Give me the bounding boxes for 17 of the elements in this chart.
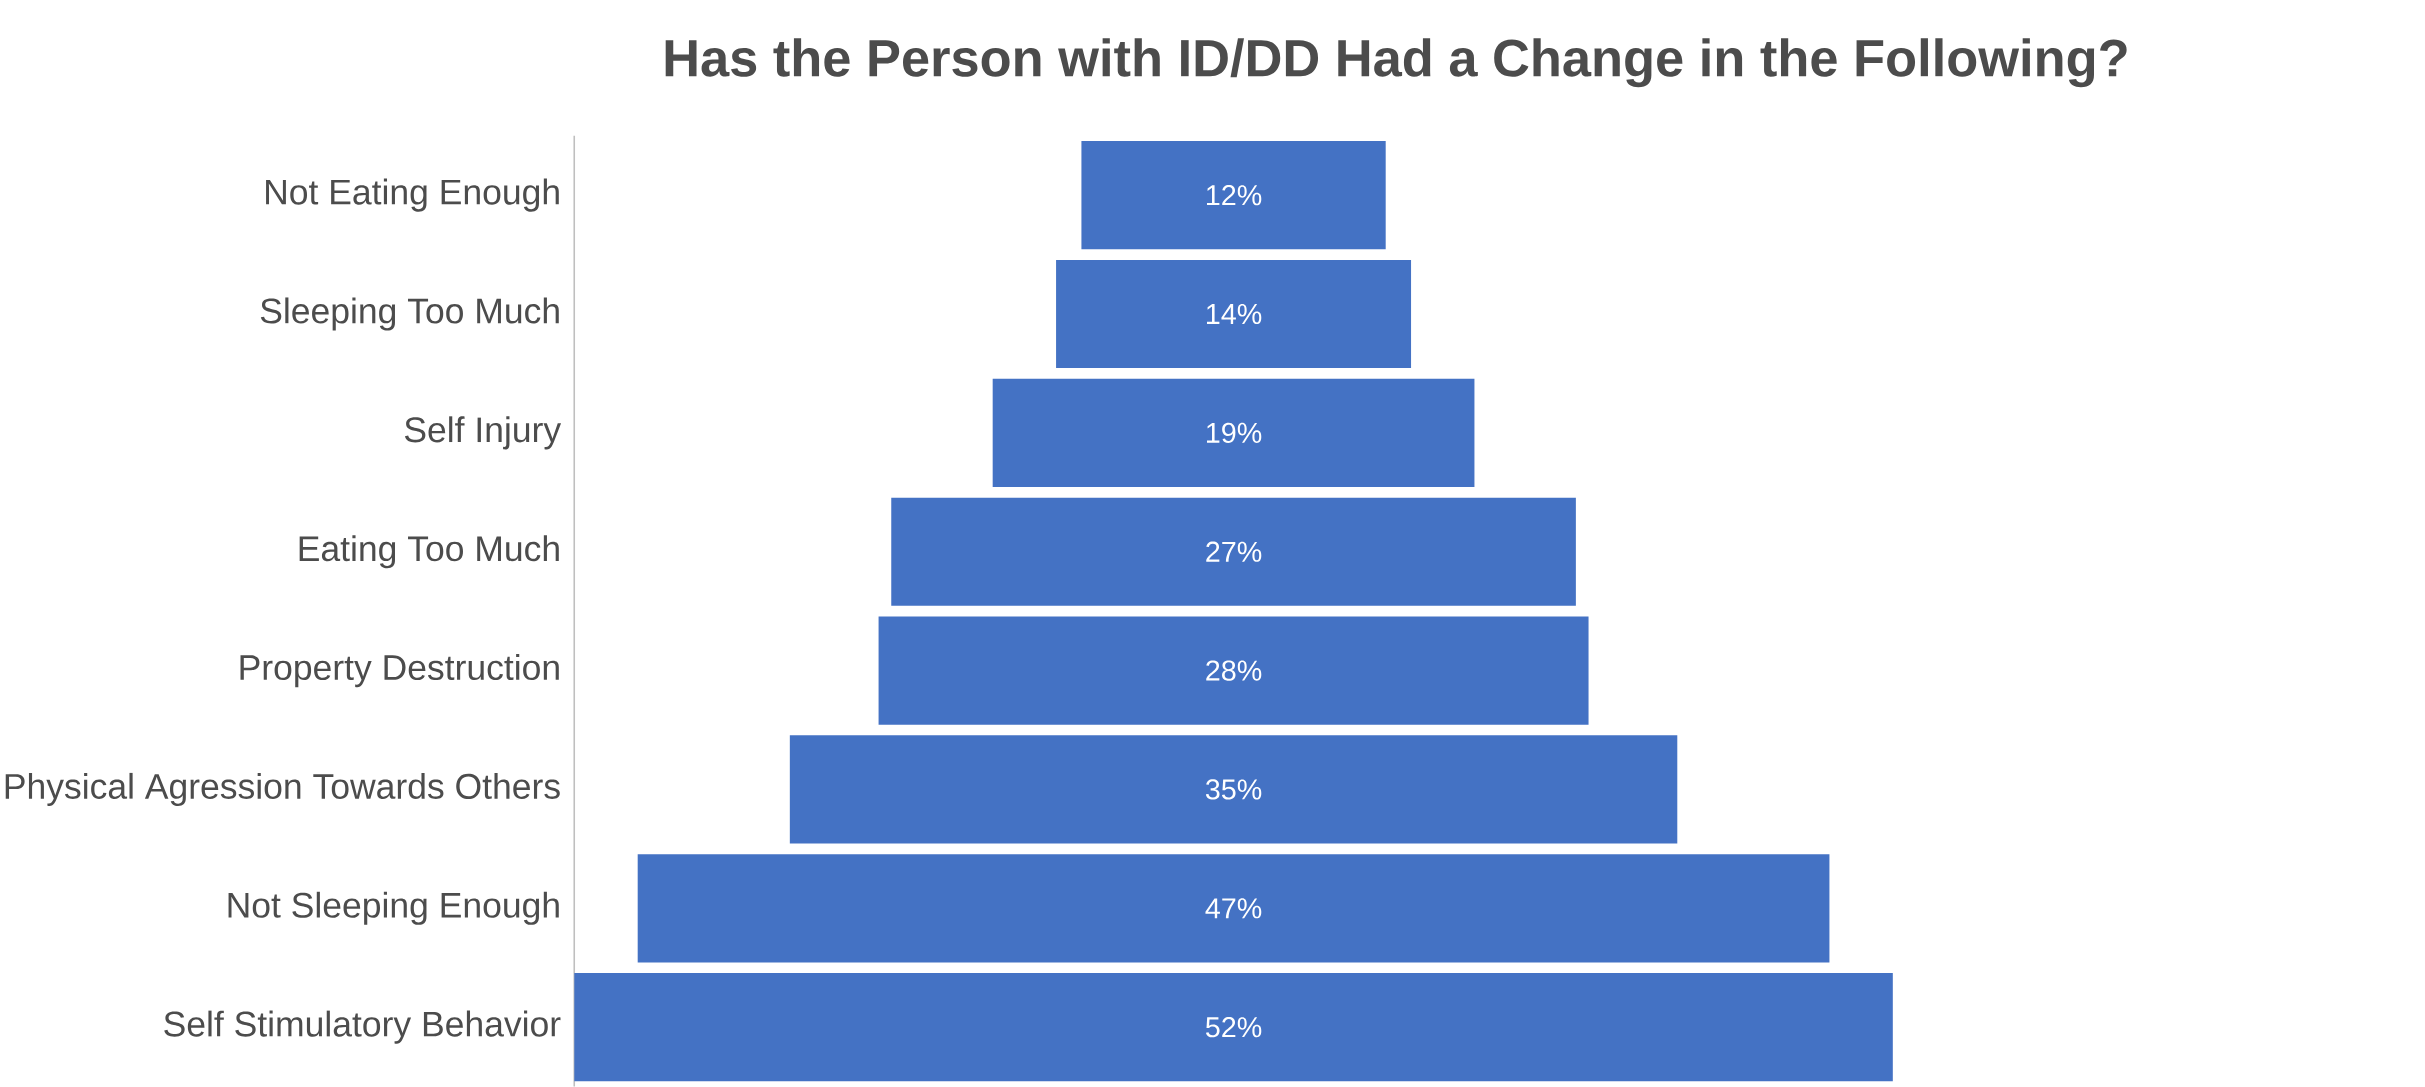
category-label: Not Eating Enough [266,178,559,212]
data-label: 35% [1205,779,1262,800]
category-label: Eating Too Much [299,534,559,569]
category-label: Property Destruction [240,653,559,687]
data-label: 14% [1206,303,1262,324]
data-label: 47% [1205,898,1262,919]
data-label: 27% [1206,541,1262,562]
category-label: Physical Agression Towards Others [5,772,560,806]
text: Has the Person with ID/DD Had a Change in the Following? [665,38,2127,88]
data-label: 19% [1206,422,1262,443]
data-label: 12% [1206,184,1262,206]
category-label: Self Stimulatory Behavior [164,1010,561,1044]
category-label: Self Injury [404,416,562,450]
data-label: 52% [1205,1016,1262,1038]
data-label: 28% [1206,660,1262,681]
category-label: Not Sleeping Enough [228,891,559,925]
category-label: Sleeping Too Much [260,297,559,331]
